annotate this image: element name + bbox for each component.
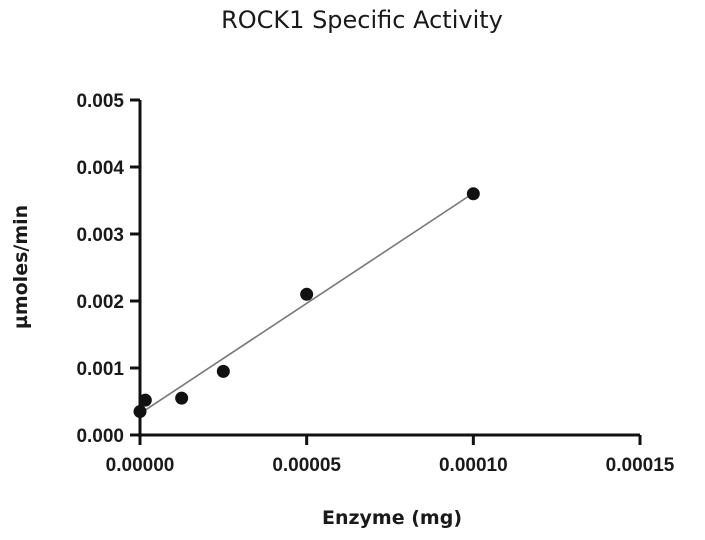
y-tick-label: 0.004	[76, 158, 124, 179]
data-point	[133, 405, 147, 419]
data-point	[216, 364, 230, 378]
x-tick-label: 0.00015	[606, 455, 675, 476]
x-axis-label: Enzyme (mg)	[322, 507, 462, 529]
x-tick-label: 0.00005	[272, 455, 341, 476]
y-tick-label: 0.003	[76, 225, 124, 246]
linear-fit-line	[139, 192, 474, 415]
data-point	[466, 187, 480, 201]
y-tick-label: 0.000	[76, 426, 124, 447]
y-axis-label: µmoles/min	[10, 205, 32, 329]
x-tick-label: 0.00010	[439, 455, 508, 476]
y-tick-label: 0.002	[76, 292, 124, 313]
data-point	[175, 391, 189, 405]
y-tick-label: 0.005	[76, 91, 124, 112]
data-points	[133, 187, 480, 419]
y-axis-ticks: 0.000 0.001 0.002 0.003 0.004 0.005	[76, 91, 140, 447]
x-axis-ticks: 0.00000 0.00005 0.00010 0.00015	[106, 435, 675, 476]
y-tick-label: 0.001	[76, 359, 124, 380]
fit-line-group	[139, 192, 474, 415]
data-point	[300, 287, 314, 301]
data-point	[138, 393, 152, 407]
x-tick-label: 0.00000	[106, 455, 175, 476]
chart-title: ROCK1 Specific Activity	[221, 6, 503, 34]
